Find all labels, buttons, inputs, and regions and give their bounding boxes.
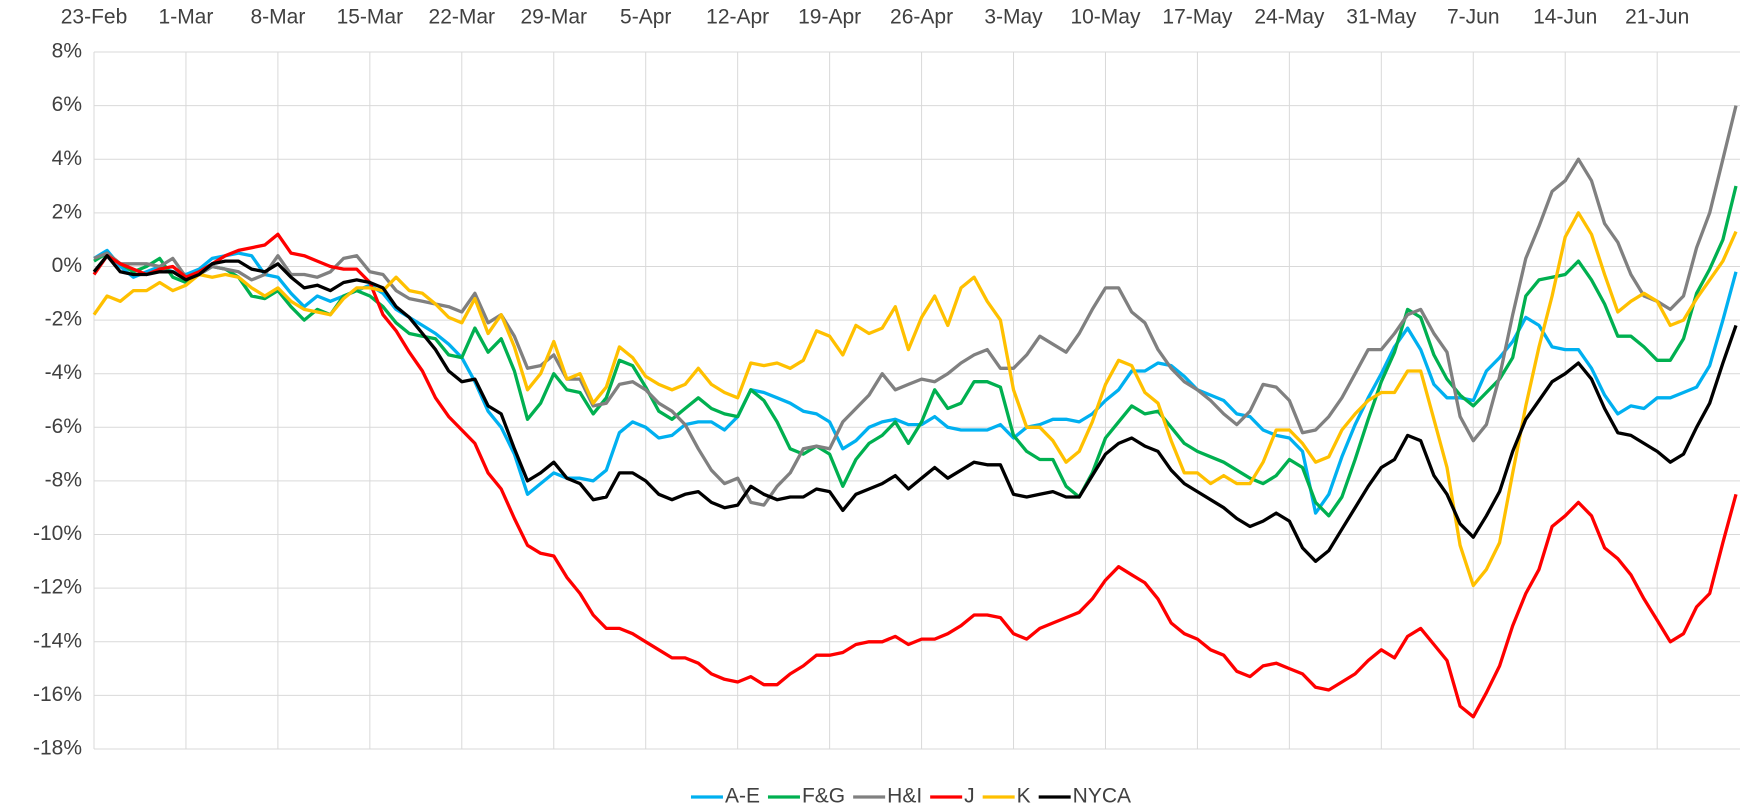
x-tick-label: 24-May: [1254, 6, 1325, 29]
series-line: [92, 254, 1738, 563]
x-tick-label: 29-Mar: [520, 6, 587, 29]
legend-item: H&I: [853, 785, 922, 808]
x-tick-label: 7-Jun: [1447, 6, 1500, 29]
legend-item: NYCA: [1038, 785, 1131, 808]
x-tick-label: 23-Feb: [61, 6, 128, 29]
x-tick-label: 3-May: [984, 6, 1043, 29]
legend-item: A-E: [690, 785, 760, 808]
x-tick-label: 31-May: [1346, 6, 1417, 29]
x-tick-label: 21-Jun: [1625, 6, 1689, 29]
x-tick-label: 12-Apr: [706, 6, 769, 29]
x-tick-label: 19-Apr: [798, 6, 861, 29]
x-tick-label: 14-Jun: [1533, 6, 1597, 29]
legend-item: F&G: [767, 785, 845, 808]
legend-label: F&G: [802, 785, 845, 808]
y-tick-label: 4%: [52, 147, 82, 170]
y-tick-label: 0%: [52, 254, 82, 277]
y-tick-label: 2%: [52, 200, 82, 223]
legend-label: H&I: [887, 785, 922, 808]
y-tick-label: -6%: [45, 415, 82, 438]
y-tick-label: -4%: [45, 361, 82, 384]
legend-label: J: [964, 785, 975, 808]
y-tick-label: -12%: [33, 576, 82, 599]
legend-item: J: [930, 785, 975, 808]
y-tick-label: -18%: [33, 737, 82, 760]
grid: [93, 51, 1740, 750]
x-tick-label: 26-Apr: [890, 6, 953, 29]
series-line: [93, 185, 1738, 518]
x-tick-label: 22-Mar: [429, 6, 496, 29]
legend-label: A-E: [725, 785, 760, 808]
series-line: [93, 105, 1738, 507]
x-tick-label: 8-Mar: [250, 6, 305, 29]
y-tick-label: -2%: [45, 308, 82, 331]
series-line: [92, 232, 1738, 719]
y-tick-label: -14%: [33, 629, 82, 652]
y-tick-label: 8%: [52, 40, 82, 63]
y-tick-label: 6%: [52, 93, 82, 116]
x-tick-label: 15-Mar: [337, 6, 404, 29]
x-tick-label: 1-Mar: [159, 6, 214, 29]
legend-label: K: [1017, 785, 1031, 808]
x-tick-label: 17-May: [1162, 6, 1233, 29]
y-tick-label: -16%: [33, 683, 82, 706]
legend: A-E F&G H&I J K NYCA: [690, 785, 1131, 808]
y-tick-label: -8%: [45, 468, 82, 491]
legend-label: NYCA: [1073, 785, 1131, 808]
x-tick-label: 10-May: [1070, 6, 1141, 29]
y-tick-label: -10%: [33, 522, 82, 545]
legend-item: K: [982, 785, 1031, 808]
series-line: [92, 211, 1738, 588]
x-tick-label: 5-Apr: [620, 6, 671, 29]
